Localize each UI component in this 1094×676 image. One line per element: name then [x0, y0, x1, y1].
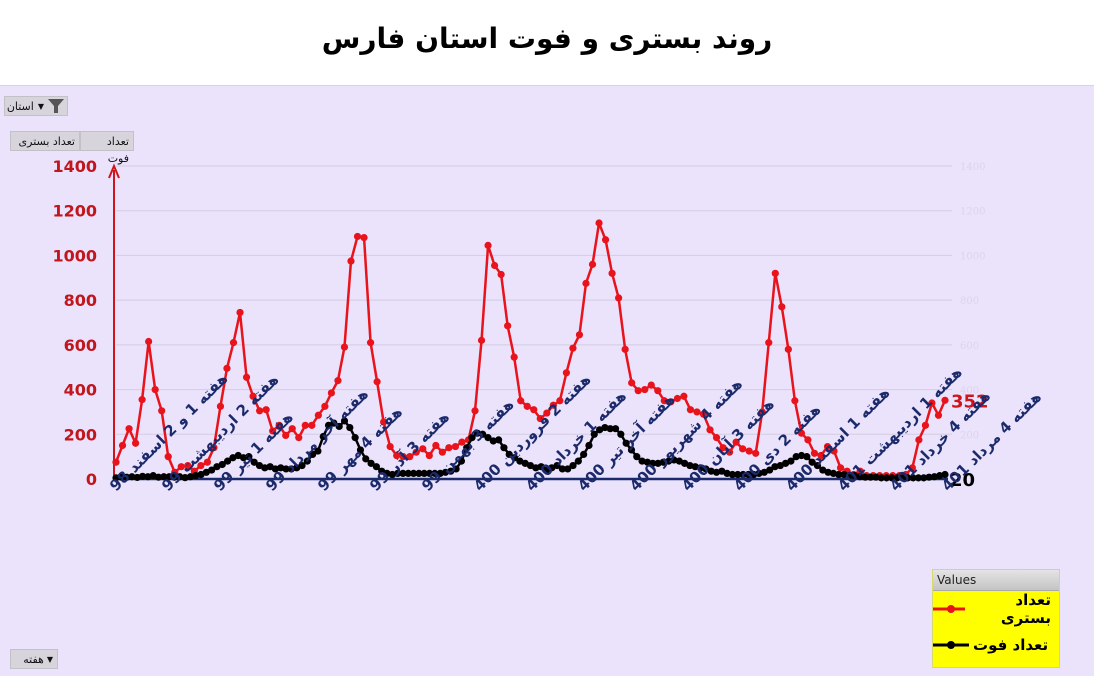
y2-tick-label: 800 [960, 296, 979, 307]
hospitalized-last-value: 352 [951, 391, 989, 412]
series-hospitalized [112, 219, 949, 480]
legend-item-deaths: تعداد فوت [933, 627, 1059, 663]
y-tick-label: 0 [86, 470, 97, 489]
y-tick-label: 400 [64, 381, 97, 400]
y2-tick-label: 1000 [960, 251, 985, 262]
legend: Values تعداد بستری تعداد فوت [932, 569, 1060, 668]
funnel-icon [48, 99, 64, 113]
red-line-marker-icon [933, 605, 966, 613]
week-axis-field-button[interactable]: ▼ هفته [10, 649, 58, 669]
pivot-chart-area [0, 85, 1094, 676]
legend-header: Values [933, 570, 1059, 591]
chart-title: روند بستری و فوت استان فارس [321, 22, 773, 55]
field-button-deaths[interactable]: تعداد فوت [80, 131, 134, 165]
filter-label: استان [6, 99, 34, 113]
y2-tick-label: 200 [960, 430, 979, 441]
legend-label: تعداد بستری [1000, 591, 1051, 627]
y-tick-label: 1000 [52, 246, 97, 265]
field-button-hospitalized[interactable]: تعداد بستری [10, 131, 80, 151]
week-field-label: هفته [23, 652, 44, 666]
legend-label: تعداد فوت [973, 636, 1049, 654]
y2-tick-label: 1200 [960, 207, 985, 218]
chevron-down-icon: ▼ [46, 654, 53, 664]
y-tick-label: 600 [64, 336, 97, 355]
black-line-marker-icon [933, 641, 969, 649]
y2-tick-label: 1400 [960, 162, 985, 173]
deaths-last-value: 20 [950, 470, 975, 491]
y-tick-label: 1400 [52, 157, 97, 176]
y-tick-label: 200 [64, 425, 97, 444]
legend-item-hospitalized: تعداد بستری [933, 591, 1059, 627]
series-deaths [112, 417, 949, 482]
axis-arrow-icon [108, 163, 120, 179]
y-tick-label: 1200 [52, 202, 97, 221]
y2-tick-label: 400 [960, 386, 979, 397]
y-tick-label: 800 [64, 291, 97, 310]
chevron-down-icon: ▼ [37, 101, 44, 111]
province-filter-button[interactable]: ▼ استان [4, 96, 68, 116]
y2-tick-label: 600 [960, 341, 979, 352]
